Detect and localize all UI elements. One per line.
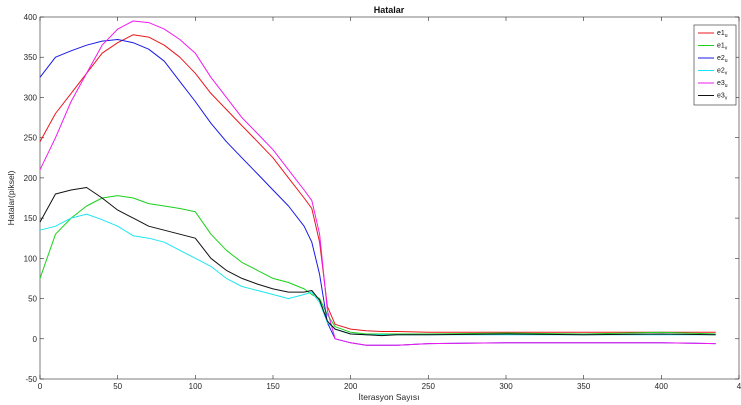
y-tick-label: -50 <box>25 375 37 384</box>
legend-label: e2u <box>717 55 728 64</box>
legend-label: e3u <box>717 80 728 89</box>
x-tick-label: 100 <box>189 382 203 391</box>
plot-area <box>39 16 740 380</box>
y-tick-label: 50 <box>28 295 37 304</box>
x-tick-label: 50 <box>113 382 122 391</box>
y-tick-label: 100 <box>24 254 38 263</box>
y-axis: 400 350 300 250 200 150 100 50 0 -50 <box>24 13 739 384</box>
chart-title: Hatalar <box>374 5 405 15</box>
series-line-e3v <box>39 187 716 337</box>
y-tick-label: 300 <box>24 93 38 102</box>
x-tick-label: 150 <box>266 382 280 391</box>
series-line-e3u <box>39 20 716 346</box>
x-tick-label: 300 <box>499 382 513 391</box>
x-tick-label: 400 <box>655 382 669 391</box>
x-tick-label: 0 <box>38 382 43 391</box>
legend-label: e3v <box>717 93 728 102</box>
legend-label: e1u <box>717 30 728 39</box>
series-lines <box>39 20 716 346</box>
x-tick-label: 350 <box>577 382 591 391</box>
legend-box <box>693 24 737 106</box>
x-tick-label: 200 <box>344 382 358 391</box>
x-axis: 0 50 100 150 200 250 300 350 400 4 <box>38 17 741 391</box>
y-tick-label: 400 <box>24 13 38 22</box>
legend-label: e1v <box>717 43 728 52</box>
legend-label: e2v <box>717 68 728 77</box>
y-tick-label: 200 <box>24 174 38 183</box>
x-axis-title: İterasyon Sayısı <box>359 392 420 402</box>
legend: e1u e1v e2u e2v e3u e3v <box>693 24 737 106</box>
series-line-e1u <box>39 34 716 333</box>
y-axis-title: Hatalar(piksel) <box>6 170 16 225</box>
x-tick-label: 4 <box>737 382 741 391</box>
y-tick-label: 350 <box>24 53 38 62</box>
y-tick-label: 0 <box>33 335 38 344</box>
y-tick-label: 250 <box>24 134 38 143</box>
y-tick-label: 150 <box>24 214 38 223</box>
series-line-e1v <box>39 195 716 335</box>
x-tick-label: 250 <box>422 382 436 391</box>
